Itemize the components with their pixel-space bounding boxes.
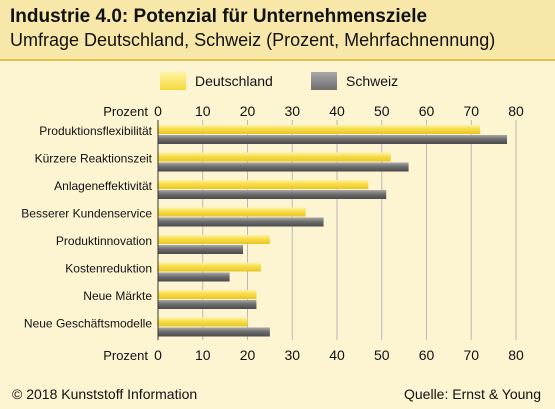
category-label: Neue Geschäftsmodelle (24, 317, 152, 331)
tick-label-bottom: 30 (284, 347, 300, 363)
chart-title: Industrie 4.0: Potenzial für Unternehmen… (10, 6, 428, 27)
category-label: Produktionsflexibilität (39, 124, 152, 138)
category-label: Besserer Kundenservice (21, 207, 152, 221)
legend-label-schweiz: Schweiz (346, 73, 399, 89)
tick-label-bottom: 10 (195, 347, 211, 363)
tick-label-top: 30 (284, 103, 300, 119)
bar-schweiz (158, 300, 257, 309)
tick-label-bottom: 0 (154, 347, 162, 363)
category-label: Produktinnovation (56, 234, 152, 248)
bar-schweiz (158, 190, 387, 199)
tick-label-top: 20 (240, 103, 256, 119)
bar-schweiz (158, 135, 508, 144)
bar-schweiz (158, 162, 409, 172)
bar-deutschland (158, 125, 481, 134)
tick-label-bottom: 80 (508, 347, 524, 363)
bar-deutschland (158, 207, 306, 217)
tick-label-bottom: 20 (240, 347, 256, 363)
bar-deutschland (158, 180, 369, 189)
tick-label-top: 10 (195, 103, 211, 119)
bar-schweiz (158, 327, 270, 337)
tick-label-bottom: 70 (463, 347, 479, 363)
header-divider (0, 59, 555, 61)
bar-schweiz (158, 245, 244, 254)
bar-deutschland (158, 262, 261, 272)
legend-item-deutschland: Deutschland (160, 72, 273, 90)
tick-label-bottom: 60 (419, 347, 435, 363)
bar-deutschland (158, 235, 270, 244)
legend-label-deutschland: Deutschland (195, 73, 273, 89)
tick-label-bottom: 50 (374, 347, 390, 363)
chart-subtitle: Umfrage Deutschland, Schweiz (Prozent, M… (10, 30, 496, 50)
bar-schweiz (158, 217, 324, 227)
chart-header (0, 0, 555, 60)
tick-label-top: 0 (154, 103, 162, 119)
legend-swatch-schweiz (311, 72, 337, 90)
category-label: Anlageneffektivität (54, 179, 153, 193)
tick-label-top: 80 (508, 103, 524, 119)
tick-label-top: 50 (374, 103, 390, 119)
legend-swatch-deutschland (160, 72, 186, 90)
bar-deutschland (158, 290, 257, 299)
category-label: Kürzere Reaktionszeit (35, 152, 153, 166)
source-note: Quelle: Ernst & Young (404, 386, 541, 402)
category-label: Neue Märkte (83, 289, 152, 303)
tick-label-bottom: 40 (329, 347, 345, 363)
bar-schweiz (158, 272, 230, 282)
bar-deutschland (158, 152, 391, 162)
tick-label-top: 40 (329, 103, 345, 119)
tick-label-top: 60 (419, 103, 435, 119)
category-label: Kostenreduktion (65, 262, 152, 276)
legend-item-schweiz: Schweiz (311, 72, 398, 90)
bar-deutschland (158, 317, 248, 327)
copyright-note: © 2018 Kunststoff Information (12, 386, 198, 402)
axis-label-top: Prozent (103, 104, 148, 119)
axis-label-bottom: Prozent (103, 348, 148, 363)
tick-label-top: 70 (463, 103, 479, 119)
